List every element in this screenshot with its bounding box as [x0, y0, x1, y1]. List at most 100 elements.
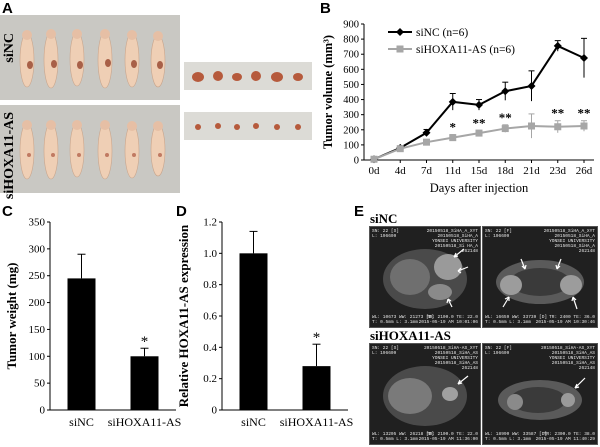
mri-text-as-left-corner: 20150518_SiHA-AS_XYT 20150518_SiHA_AS YO… [424, 346, 478, 371]
sinc-tumors-drawing [184, 62, 312, 90]
sihoxa11as-mice-drawing [0, 105, 180, 193]
significance-marker: * [313, 330, 321, 346]
mri-line: YONSEI UNIVERSITY [549, 239, 595, 244]
mri-line: 20150518_SiHA-AS_XYT [423, 346, 478, 351]
mri-line: SN: 22 [F] [485, 346, 513, 351]
panel-e-label-sihoxa11as: siHOXA11-AS [370, 328, 451, 343]
mri-line: WL: 16659 WW: 33739 [D] [485, 315, 548, 320]
mri-line: YONSEI UNIVERSITY [432, 356, 478, 361]
panel-e-label-sinc: siNC [370, 211, 398, 226]
mri-line: WL: 13205 WW: 26218 [D] [372, 432, 435, 437]
mri-line: YONSEI UNIVERSITY [432, 239, 478, 244]
y-tick-label: 0.2 [203, 373, 217, 385]
mri-line: 20150518_SiHA-AS_XYT [540, 346, 595, 351]
data-point [580, 54, 588, 62]
y-tick-label: 200 [29, 297, 46, 309]
mri-text-nc-right-bottom: WL: 16659 WW: 33739 [D] T: 0.5mm L: 3.1m… [485, 315, 547, 325]
x-axis-title: Days after injection [430, 181, 529, 195]
sihoxa11as-tumors-drawing [184, 112, 312, 140]
bar [239, 253, 268, 410]
mri-text-nc-right-top: SN: 22 [F] L: 196609 [485, 229, 512, 239]
mri-line: 20150518_SiHA_A [554, 234, 595, 239]
y-tick-label: 400 [343, 95, 359, 106]
y-tick-label: 350 [29, 217, 46, 229]
x-tick-label: 15d [471, 165, 488, 177]
tumor-weight-chart: 0 50 100 150 200 250 300 350 Tumor weight (mg) si… [4, 217, 182, 430]
mri-line: TR: 2400 TE: 36.0 [549, 315, 595, 320]
mri-sinc-sagittal: SN: 22 [S] L: 196609 20150518_SiHA_A_XYT… [369, 226, 481, 328]
y-tick-label: 300 [343, 110, 359, 121]
mri-sihoxa11as-sagittal-image [383, 366, 469, 426]
mri-text-as-right-corner: 20150518_SiHA-AS_XYT 20150518_SiHA_AS YO… [541, 346, 595, 371]
mri-line: 262148 [461, 249, 478, 254]
mri-text-as-right-bottom: WL: 18990 WW: 33587 [D] T: 0.5mm L: 3.1m… [485, 432, 547, 442]
legend-marker [396, 28, 404, 36]
mri-text-as-right-bottom-right: TR: 2300.0 TE: 38.0 2015-05-19 AM 11:40:… [536, 432, 595, 442]
mri-line: 20150518_SiHA_AS [434, 351, 478, 356]
panel-a-label-sinc: siNC [2, 33, 17, 63]
mri-text-as-left-bottom: WL: 13205 WW: 26218 [D] T: 0.5mm L: 3.1m… [372, 432, 434, 442]
y-tick-label: 0 [354, 156, 359, 167]
data-point [422, 128, 431, 137]
x-tick-label: 7d [421, 165, 433, 177]
data-point [449, 134, 457, 142]
x-tick-label: 4d [395, 165, 407, 177]
significance-marker: * [141, 334, 149, 350]
significance-marker: ** [499, 110, 512, 125]
mri-text-as-left-bottom-right: TR: 2100.0 TE: 22.0 2015-05-19 AM 11:36:… [419, 432, 478, 442]
mri-line: 20150518_SiHA_A_XYT [543, 229, 595, 234]
mri-sihoxa11as-sagittal: SN: 22 [S] L: 196609 20150518_SiHA-AS_XY… [369, 343, 481, 445]
x-tick-label: siHOXA11-AS [108, 415, 182, 429]
legend-label: siNC (n=6) [416, 27, 468, 39]
y-tick-label: 0 [40, 405, 46, 417]
sinc-tumors-photo [184, 62, 312, 90]
mri-line: 20150518_SiHA_A [437, 234, 478, 239]
bar [130, 356, 159, 410]
data-point [580, 122, 588, 130]
y-tick-label: 0 [212, 405, 218, 417]
mri-line: L: 196609 [372, 351, 397, 356]
y-tick-label: 0.4 [203, 342, 217, 354]
mri-line: WL: 10673 WW: 21273 [D] [372, 315, 435, 320]
sihoxa11as-tumors-photo [184, 112, 312, 140]
y-tick-label: 300 [29, 243, 46, 255]
y-tick-label: 800 [343, 35, 359, 46]
significance-marker: ** [551, 106, 564, 121]
mri-text-as-left-top: SN: 22 [S] L: 196609 [372, 346, 399, 356]
x-tick-label: siHOXA11-AS [280, 415, 354, 429]
y-tick-label: 0.8 [203, 279, 217, 291]
data-point [553, 41, 562, 50]
x-tick-label: siNC [241, 415, 266, 429]
mri-text-nc-right-bottom-right: TR: 2400 TE: 36.0 2015-05-19 AM 10:30:46 [536, 315, 595, 325]
y-tick-label: 100 [343, 140, 359, 151]
y-axis-title: Tumor volume (mm³) [321, 35, 335, 149]
y-tick-label: 600 [343, 65, 359, 76]
mri-text-nc-left-bottom: WL: 10673 WW: 21273 [D] T: 0.5mm L: 3.1m… [372, 315, 434, 325]
mri-sinc-axial: SN: 22 [F] L: 196609 20150518_SiHA_A_XYT… [482, 226, 598, 328]
x-tick-label: 11d [445, 165, 462, 177]
mri-line: 262148 [578, 366, 595, 371]
mri-line: T: 0.5mm L: 3.1mm [485, 437, 531, 442]
data-point [448, 97, 457, 106]
panel-c-letter: C [2, 203, 13, 220]
mri-line: 2015-05-19 AM 10:01:06 [418, 320, 478, 325]
mri-sihoxa11as-axial: SN: 22 [F] L: 196609 20150518_SiHA-AS_XY… [482, 343, 598, 445]
data-point [501, 125, 509, 133]
mri-text-nc-left-corner: 20150518_SiHA_A_XYT 20150518_SiHA_A YONS… [427, 229, 478, 254]
x-tick-label: 0d [369, 165, 381, 177]
bar [302, 366, 331, 410]
significance-marker: ** [473, 115, 486, 130]
data-point [370, 155, 378, 163]
hoxa11as-expression-chart: 0 0.2 0.4 0.6 0.8 1.0 1.2 Relative HOXA11-AS ex… [176, 217, 354, 430]
mri-line: T: 0.5mm L: 3.1mm [372, 320, 418, 325]
y-tick-label: 1.2 [203, 217, 217, 229]
mri-line: 262148 [578, 249, 595, 254]
mri-text-nc-left-bottom-right: TR: 2100.0 TE: 22.0 2015-05-19 AM 10:01:… [419, 315, 478, 325]
data-point [501, 87, 510, 96]
mri-line: 262148 [461, 366, 478, 371]
x-tick-label: 23d [550, 165, 567, 177]
y-tick-label: 500 [343, 80, 359, 91]
sihoxa11as-mice-photo [0, 105, 180, 193]
legend-label: siHOXA11-AS (n=6) [416, 44, 515, 56]
data-point [554, 123, 562, 131]
